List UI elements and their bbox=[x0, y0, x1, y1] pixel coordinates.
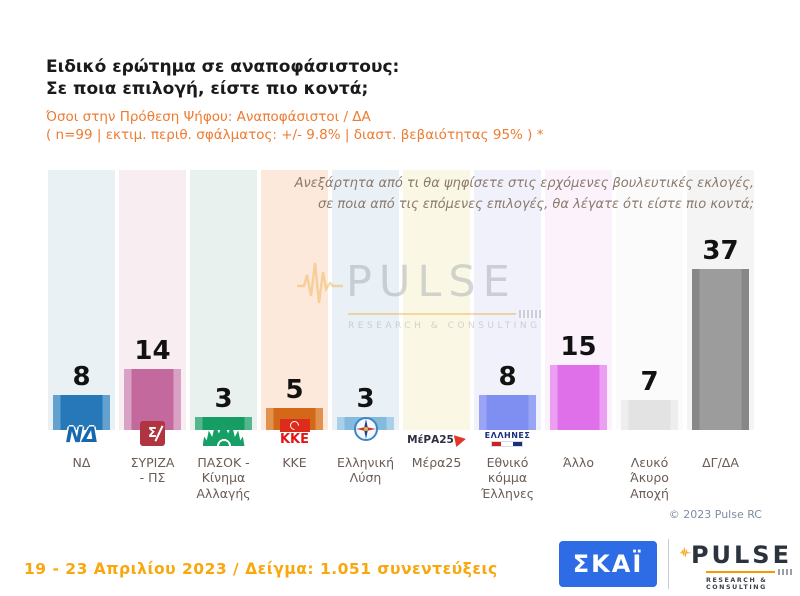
kke-label: ΚΚΕ bbox=[279, 432, 310, 447]
chart-column: 37 bbox=[687, 170, 754, 430]
mera25-party-logo-icon: ΜέΡΑ25 bbox=[407, 432, 467, 448]
elliniki-lysi-compass-logo-icon bbox=[353, 416, 379, 446]
copyright: © 2023 Pulse RC bbox=[668, 508, 762, 521]
category-label: ΣΥΡΙΖΑ - ΠΣ bbox=[130, 455, 175, 486]
category-label: Εθνικό κόμμα Έλληνες bbox=[480, 455, 535, 501]
bar-value-label: 3 bbox=[214, 384, 233, 414]
chart-column: 8 ΝΔ bbox=[48, 170, 115, 446]
pulse-tagline: RESEARCH & CONSULTING bbox=[706, 577, 768, 591]
bar-value-label: 15 bbox=[560, 332, 597, 362]
category-label: Μέρα25 bbox=[411, 455, 462, 470]
mera25-arrow-icon bbox=[453, 432, 467, 448]
mera25-label: ΜέΡΑ25 bbox=[407, 433, 454, 446]
nd-party-logo-icon: ΝΔ bbox=[48, 425, 115, 446]
kke-flag-icon bbox=[279, 419, 310, 432]
header: Ειδικό ερώτημα σε αναποφάσιστους: Σε ποι… bbox=[46, 56, 543, 144]
syriza-party-logo-icon: Σ bbox=[140, 421, 165, 446]
kke-party-logo-icon: ΚΚΕ bbox=[261, 419, 328, 446]
category-label: Λευκό Άκυρο Αποχή bbox=[630, 455, 669, 501]
category-label: ΚΚΕ bbox=[282, 455, 307, 470]
chart-column: 7 bbox=[616, 170, 683, 430]
logo-divider bbox=[668, 539, 669, 589]
bar-value-label: 14 bbox=[134, 336, 171, 366]
category-label: ΝΔ bbox=[72, 455, 91, 470]
chart-column: 3 bbox=[190, 170, 257, 446]
chart-column: 5 ΚΚΕ bbox=[261, 170, 328, 446]
pasok-sun-logo-icon bbox=[190, 421, 257, 446]
bar-chart: 8 ΝΔ 14 Σ 3 5 ΚΚΕ 3 ΜέΡΑ25 8 ΕΛΛΗΝΕΣ 15 7 37 Ανεξάρτη… bbox=[48, 170, 754, 448]
question-annotation-line2: σε ποια από τις επόμενες επιλογές, θα λέ… bbox=[318, 196, 754, 212]
hatch-mark bbox=[778, 569, 792, 575]
ellines-stripes-icon bbox=[491, 441, 524, 447]
bar bbox=[124, 369, 181, 430]
category-label: Ελληνική Λύση bbox=[336, 455, 395, 486]
page-title-line2: Σε ποια επιλογή, είστε πιο κοντά; bbox=[46, 79, 369, 100]
sickle-icon bbox=[288, 419, 301, 432]
brand-logos: ΣΚΑΪ PULSE RESEARCH & CONSULTING bbox=[559, 537, 792, 591]
nd-party-logo-icon: ΝΔ bbox=[65, 423, 99, 447]
category-label: ΔΓ/ΔΑ bbox=[702, 455, 739, 470]
ellines-label: ΕΛΛΗΝΕΣ bbox=[484, 431, 531, 441]
bar bbox=[53, 395, 110, 430]
bar-value-label: 3 bbox=[356, 384, 375, 414]
bar-value-label: 8 bbox=[498, 362, 517, 392]
syriza-party-logo-icon: Σ bbox=[119, 421, 186, 446]
pasok-sun-logo-icon bbox=[202, 421, 245, 446]
chart-column: 3 bbox=[332, 170, 399, 441]
bar bbox=[550, 365, 607, 430]
page-title-line1: Ειδικό ερώτημα σε αναποφάσιστους: bbox=[46, 57, 400, 77]
question-annotation: Ανεξάρτητα από τι θα ψηφίσετε στις ερχόμ… bbox=[295, 174, 754, 216]
subtitle-line2: ( n=99 | εκτιμ. περιθ. σφάλματος: +/- 9.… bbox=[46, 127, 544, 144]
ellines-party-logo-icon: ΕΛΛΗΝΕΣ bbox=[484, 431, 531, 447]
category-label: Άλλο bbox=[562, 455, 595, 470]
bar-value-label: 5 bbox=[285, 375, 304, 405]
fieldwork-note: 19 - 23 Απριλίου 2023 / Δείγμα: 1.051 συ… bbox=[24, 560, 498, 578]
bar-value-label: 8 bbox=[72, 362, 91, 392]
bar bbox=[479, 395, 536, 430]
bar bbox=[621, 400, 678, 430]
chart-column: 15 bbox=[545, 170, 612, 430]
question-annotation-line1: Ανεξάρτητα από τι θα ψηφίσετε στις ερχόμ… bbox=[294, 176, 754, 191]
bar-value-label: 37 bbox=[702, 236, 739, 266]
skai-logo: ΣΚΑΪ bbox=[559, 541, 657, 587]
pulse-wordmark: PULSE bbox=[690, 541, 792, 569]
mera25-party-logo-icon: ΜέΡΑ25 bbox=[403, 432, 470, 448]
category-labels: ΝΔ ΣΥΡΙΖΑ - ΠΣ ΠΑΣΟΚ - Κίνημα Αλλαγής ΚΚΕ Ελ… bbox=[48, 455, 754, 501]
subtitle-line1: Όσοι στην Πρόθεση Ψήφου: Αναποφάσιστοι /… bbox=[46, 108, 371, 125]
pulse-logo: PULSE RESEARCH & CONSULTING bbox=[680, 537, 792, 591]
category-label: ΠΑΣΟΚ - Κίνημα Αλλαγής bbox=[196, 455, 251, 501]
pulse-heartbeat-icon bbox=[680, 547, 691, 558]
ellines-party-logo-icon: ΕΛΛΗΝΕΣ bbox=[474, 431, 541, 447]
chart-column: 8 ΕΛΛΗΝΕΣ bbox=[474, 170, 541, 447]
chart-columns: 8 ΝΔ 14 Σ 3 5 ΚΚΕ 3 ΜέΡΑ25 8 ΕΛΛΗΝΕΣ 15 7 37 bbox=[48, 170, 754, 448]
kke-party-logo-icon: ΚΚΕ bbox=[279, 419, 310, 447]
chart-column: ΜέΡΑ25 bbox=[403, 170, 470, 448]
elliniki-lysi-compass-logo-icon bbox=[332, 416, 399, 446]
chart-column: 14 Σ bbox=[119, 170, 186, 446]
bar-value-label: 7 bbox=[640, 367, 659, 397]
bar bbox=[692, 269, 749, 430]
